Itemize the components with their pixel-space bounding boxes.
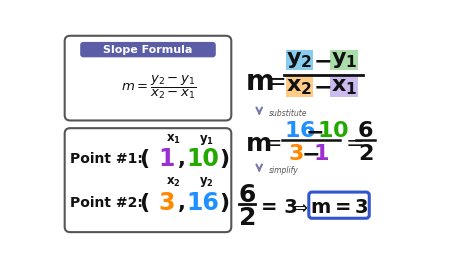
Text: $\mathbf{x_1}$: $\mathbf{x_1}$ <box>166 133 181 146</box>
Text: $\mathbf{1}$: $\mathbf{1}$ <box>313 144 329 164</box>
Text: $\mathbf{m}$: $\mathbf{m}$ <box>245 132 272 156</box>
Text: $\mathbf{2}$: $\mathbf{2}$ <box>357 144 373 164</box>
Text: $\mathbf{10}$: $\mathbf{10}$ <box>317 121 348 141</box>
Text: ,: , <box>178 193 186 213</box>
Text: $\mathbf{-}$: $\mathbf{-}$ <box>305 121 323 141</box>
Text: ): ) <box>219 149 229 169</box>
Text: substitute: substitute <box>268 109 307 118</box>
Text: $\mathbf{6}$: $\mathbf{6}$ <box>238 183 256 207</box>
FancyBboxPatch shape <box>80 42 216 57</box>
Text: $\mathbf{y_2}$: $\mathbf{y_2}$ <box>199 175 214 189</box>
Bar <box>285 77 313 97</box>
Text: Point #2:: Point #2: <box>70 196 143 210</box>
Text: $\mathbf{-}$: $\mathbf{-}$ <box>313 51 331 70</box>
Text: $\mathbf{y_1}$: $\mathbf{y_1}$ <box>330 51 357 70</box>
Text: $\mathbf{x_2}$: $\mathbf{x_2}$ <box>286 77 312 97</box>
Text: =: = <box>265 70 286 94</box>
Text: simplify: simplify <box>268 166 298 175</box>
Text: (: ( <box>139 193 150 213</box>
Text: 3: 3 <box>158 191 174 215</box>
Text: $\Rightarrow$: $\Rightarrow$ <box>290 198 309 217</box>
Text: 10: 10 <box>186 147 219 171</box>
Text: $\mathbf{y_2}$: $\mathbf{y_2}$ <box>286 51 313 70</box>
Text: $\mathbf{m=3}$: $\mathbf{m=3}$ <box>310 198 368 217</box>
Text: Slope Formula: Slope Formula <box>103 45 192 55</box>
Bar <box>330 50 357 70</box>
Text: $\mathbf{-}$: $\mathbf{-}$ <box>313 77 331 97</box>
Bar <box>330 77 357 97</box>
Text: 16: 16 <box>186 191 219 215</box>
Text: = 3: = 3 <box>261 198 298 217</box>
Text: =: = <box>346 134 365 153</box>
Text: =: = <box>264 134 283 153</box>
Text: $\mathbf{6}$: $\mathbf{6}$ <box>357 121 374 141</box>
Text: $\mathbf{x_2}$: $\mathbf{x_2}$ <box>166 176 181 189</box>
Text: $\mathbf{16}$: $\mathbf{16}$ <box>284 121 316 141</box>
Text: Point #1:: Point #1: <box>70 152 143 166</box>
Text: 1: 1 <box>158 147 174 171</box>
Text: $\mathbf{2}$: $\mathbf{2}$ <box>238 206 255 230</box>
Text: ,: , <box>178 149 186 169</box>
Text: (: ( <box>139 149 150 169</box>
Text: $m = \dfrac{y_2 - y_1}{x_2 - x_1}$: $m = \dfrac{y_2 - y_1}{x_2 - x_1}$ <box>121 74 197 101</box>
Text: $\mathbf{3}$: $\mathbf{3}$ <box>288 144 303 164</box>
Bar <box>285 50 313 70</box>
FancyBboxPatch shape <box>64 128 231 232</box>
Text: ): ) <box>219 193 229 213</box>
FancyBboxPatch shape <box>309 192 369 218</box>
Text: $\mathbf{y_1}$: $\mathbf{y_1}$ <box>199 133 214 147</box>
FancyBboxPatch shape <box>64 36 231 120</box>
Text: $\mathbf{-}$: $\mathbf{-}$ <box>301 144 319 164</box>
Text: $\mathbf{m}$: $\mathbf{m}$ <box>245 68 274 96</box>
Text: $\mathbf{x_1}$: $\mathbf{x_1}$ <box>330 77 357 97</box>
